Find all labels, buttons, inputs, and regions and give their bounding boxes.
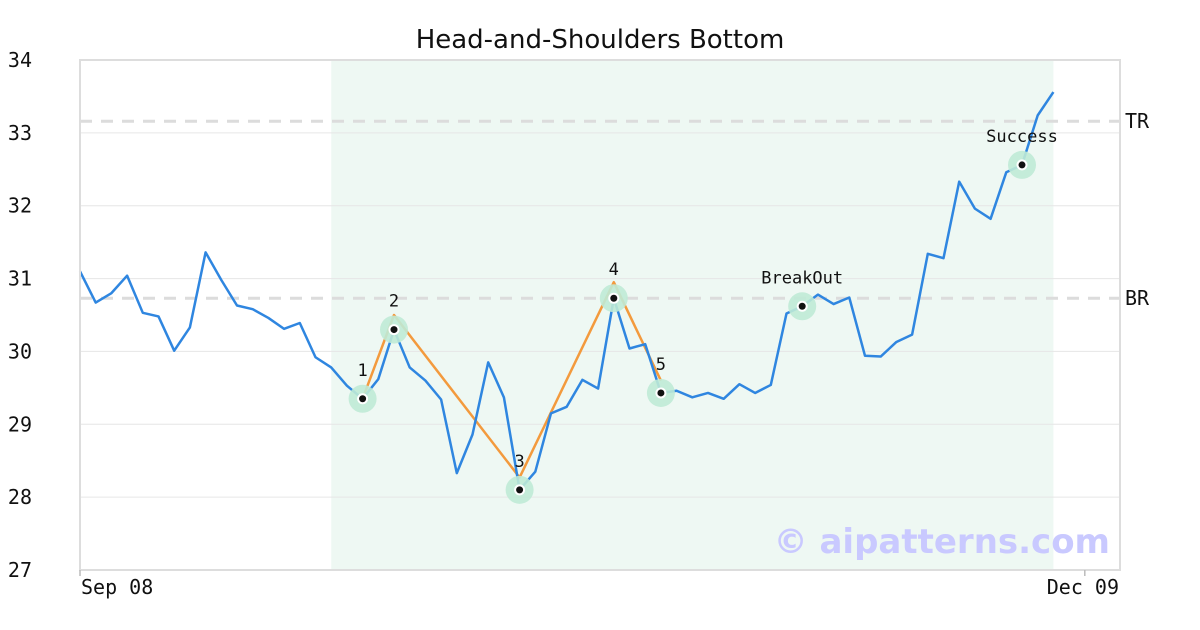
y-tick-label: 29 <box>8 412 32 436</box>
watermark: © aipatterns.com <box>774 522 1110 562</box>
pattern-point-label-5: 5 <box>656 355 666 375</box>
y-tick-label: 31 <box>8 267 32 291</box>
pattern-point-label-3: 3 <box>514 452 524 472</box>
pattern-point-label-4: 4 <box>609 260 619 280</box>
price-series-group <box>78 91 1055 492</box>
pattern-point-label-2: 2 <box>389 292 399 312</box>
y-tick-label: 34 <box>8 48 32 72</box>
y-tick-label: 33 <box>8 121 32 145</box>
pattern-point-5-dot <box>657 389 665 397</box>
y-tick-label: 32 <box>8 194 32 218</box>
highlight-region <box>331 60 1054 570</box>
level-label-br: BR <box>1125 286 1150 310</box>
price-series-line <box>78 91 1055 492</box>
y-tick-label: 27 <box>8 558 32 582</box>
pattern-point-1-dot <box>359 395 367 403</box>
annotation-labels-group: 1 2 3 4 5 BreakOut Success <box>357 127 1057 472</box>
breakout-label: BreakOut <box>761 268 843 288</box>
pattern-point-3-dot <box>516 486 524 494</box>
success-label: Success <box>986 127 1058 147</box>
gridlines-group <box>80 132 1120 498</box>
pattern-point-2-dot <box>390 326 398 334</box>
markers-group <box>348 150 1036 504</box>
pattern-point-label-1: 1 <box>357 361 367 381</box>
breakout-marker-dot <box>798 302 806 310</box>
chart-title: Head-and-Shoulders Bottom <box>416 25 785 55</box>
x-tick-label: Sep 08 <box>81 575 153 599</box>
pattern-point-4-dot <box>610 294 618 302</box>
success-marker-dot <box>1018 161 1026 169</box>
x-tick-label: Dec 09 <box>1047 575 1119 599</box>
y-tick-label: 28 <box>8 485 32 509</box>
y-tick-label: 30 <box>8 339 32 363</box>
level-lines-group: TR BR <box>80 109 1150 310</box>
level-label-tr: TR <box>1125 109 1150 133</box>
plot-frame <box>79 59 1121 571</box>
highlight-region-group <box>331 60 1054 570</box>
